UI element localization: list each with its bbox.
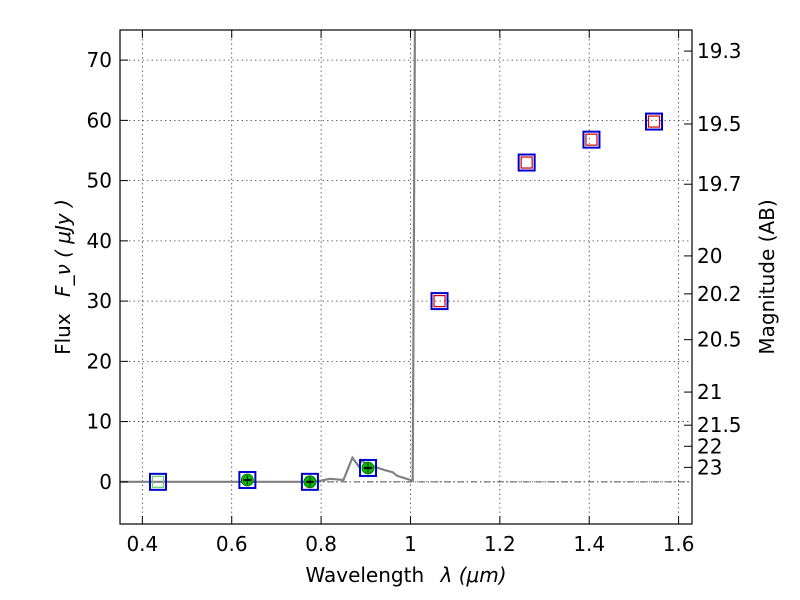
x-tick-label: 1.6 <box>663 532 695 556</box>
x-tick-label: 0.4 <box>126 532 158 556</box>
right-tick-label: 21 <box>697 380 722 404</box>
y-tick-label: 60 <box>87 108 112 132</box>
observed-flux-box <box>517 153 536 172</box>
photometry-points <box>148 112 664 491</box>
model-flux-box <box>585 133 598 146</box>
x-axis-label-symbol: λ (μm) <box>440 563 507 587</box>
y-tick-label: 10 <box>87 410 112 434</box>
model-flux-box <box>520 156 533 169</box>
right-tick-label: 19.5 <box>697 112 742 136</box>
model-spectrum-path <box>120 29 416 483</box>
axis-ticks: 0.4 0.6 0.8 1 1.2 1.4 1.6 0 10 20 30 40 50 60 70 19.3 19… <box>87 30 742 556</box>
right-axis-label: Magnitude (AB) <box>755 199 779 354</box>
y-axis-label: Flux F_ν ( μJy ) <box>51 199 75 355</box>
model-flux-box <box>647 115 661 128</box>
observed-flux-box <box>359 458 378 477</box>
right-tick-label: 21.5 <box>697 413 742 437</box>
x-tick-label: 1.2 <box>484 532 516 556</box>
y-axis-label-symbol: F_ν ( μJy ) <box>51 199 75 297</box>
right-tick-label: 20.5 <box>697 328 742 352</box>
observed-flux-box <box>582 130 601 149</box>
y-tick-label: 0 <box>99 470 112 494</box>
observed-flux-box <box>645 112 664 131</box>
observed-flux-box <box>238 471 257 490</box>
right-tick-label: 19.7 <box>697 172 742 196</box>
plot-frame <box>119 29 693 525</box>
right-tick-label: 22 <box>697 434 722 458</box>
y-tick-label: 70 <box>87 48 112 72</box>
observed-flux-box <box>430 292 449 311</box>
x-tick-label: 0.8 <box>305 532 337 556</box>
right-tick-label: 19.3 <box>697 39 742 63</box>
grid-lines <box>120 30 692 524</box>
x-tick-label: 1.4 <box>573 532 605 556</box>
x-axis-label: Wavelength λ (μm) <box>305 563 506 587</box>
y-tick-label: 40 <box>87 229 112 253</box>
x-tick-label: 0.6 <box>216 532 248 556</box>
right-tick-label: 20 <box>697 244 722 268</box>
model-spectrum-line <box>120 29 416 483</box>
right-tick-label: 23 <box>697 455 722 479</box>
y-tick-label: 20 <box>87 349 112 373</box>
y-tick-label: 30 <box>87 289 112 313</box>
x-tick-label: 1 <box>404 532 417 556</box>
model-flux-box <box>433 294 446 308</box>
x-axis-label-text: Wavelength <box>305 563 424 587</box>
observed-flux-box <box>300 472 319 491</box>
y-tick-label: 50 <box>87 169 112 193</box>
observed-flux-box <box>148 472 167 491</box>
upper-limit-box <box>151 475 165 488</box>
right-tick-label: 20.2 <box>697 282 742 306</box>
axis-labels: Wavelength λ (μm) Flux F_ν ( μJy ) Magni… <box>51 199 779 587</box>
y-axis-label-text: Flux <box>51 313 75 355</box>
